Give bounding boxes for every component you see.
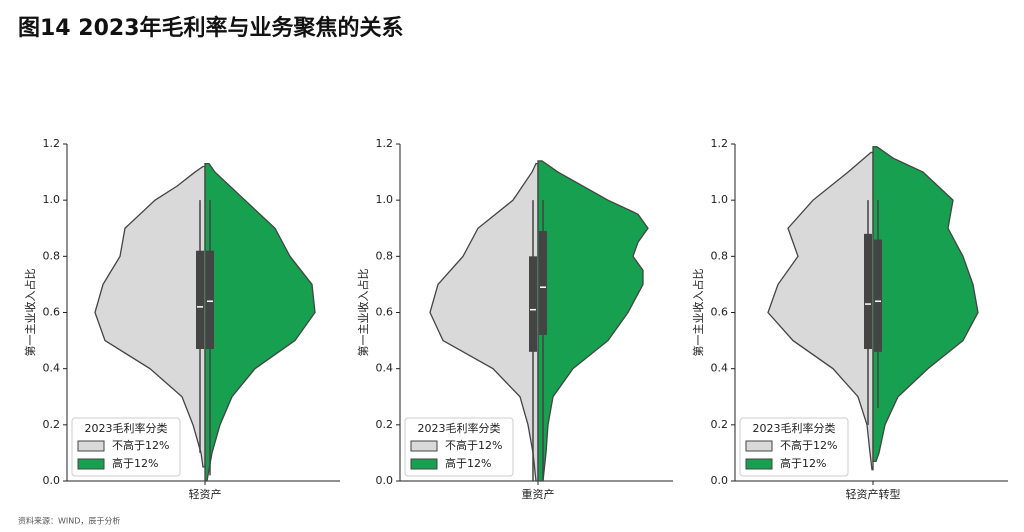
box — [539, 231, 547, 335]
y-tick-label: 0.0 — [376, 474, 394, 487]
legend-label: 高于12% — [112, 456, 158, 470]
y-tick-label: 0.2 — [711, 418, 729, 431]
violin-half — [429, 163, 539, 482]
legend-label: 高于12% — [445, 456, 491, 470]
y-tick-label: 1.2 — [43, 137, 61, 150]
violin-half — [204, 163, 316, 482]
y-tick-label: 0.8 — [711, 249, 729, 262]
legend-label: 不高于12% — [445, 438, 502, 452]
violin-half — [94, 165, 206, 468]
y-label: 第一主业收入占比 — [691, 269, 705, 357]
y-tick-label: 0.4 — [711, 362, 729, 375]
y-tick-label: 0.6 — [43, 306, 61, 319]
box — [206, 250, 214, 350]
y-tick-label: 0.8 — [376, 249, 394, 262]
y-tick-label: 0.0 — [711, 474, 729, 487]
legend-swatch — [410, 458, 438, 470]
y-tick-label: 1.0 — [376, 193, 394, 206]
box — [864, 233, 872, 350]
legend-title: 2023毛利率分类 — [753, 421, 836, 435]
legend-label: 高于12% — [780, 456, 826, 470]
x-label: 轻资产转型 — [846, 487, 901, 501]
page-title: 图14 2023年毛利率与业务聚焦的关系 — [18, 15, 404, 41]
legend-label: 不高于12% — [780, 438, 837, 452]
y-tick-label: 1.2 — [376, 137, 394, 150]
y-tick-label: 0.2 — [43, 418, 61, 431]
y-tick-label: 1.0 — [711, 193, 729, 206]
box — [529, 256, 537, 352]
violin-half — [537, 160, 649, 482]
y-label: 第一主业收入占比 — [356, 269, 370, 357]
legend-swatch — [77, 458, 105, 470]
legend-swatch — [410, 440, 438, 452]
y-tick-label: 0.4 — [43, 362, 61, 375]
violin-half — [767, 151, 874, 471]
legend-title: 2023毛利率分类 — [85, 421, 168, 435]
violin-half — [872, 146, 979, 462]
y-label: 第一主业收入占比 — [23, 269, 37, 357]
source-note: 资料来源：WIND，辰于分析 — [18, 516, 120, 526]
y-tick-label: 0.4 — [376, 362, 394, 375]
legend-swatch — [745, 458, 773, 470]
box — [874, 239, 882, 352]
legend-swatch — [77, 440, 105, 452]
box — [196, 250, 204, 350]
legend-swatch — [745, 440, 773, 452]
y-tick-label: 0.0 — [43, 474, 61, 487]
legend-label: 不高于12% — [112, 438, 169, 452]
y-tick-label: 0.8 — [43, 249, 61, 262]
legend-title: 2023毛利率分类 — [418, 421, 501, 435]
y-tick-label: 0.6 — [711, 306, 729, 319]
y-tick-label: 1.0 — [43, 193, 61, 206]
x-label: 轻资产 — [189, 487, 222, 501]
y-tick-label: 0.2 — [376, 418, 394, 431]
y-tick-label: 0.6 — [376, 306, 394, 319]
x-label: 重资产 — [522, 487, 555, 501]
y-tick-label: 1.2 — [711, 137, 729, 150]
